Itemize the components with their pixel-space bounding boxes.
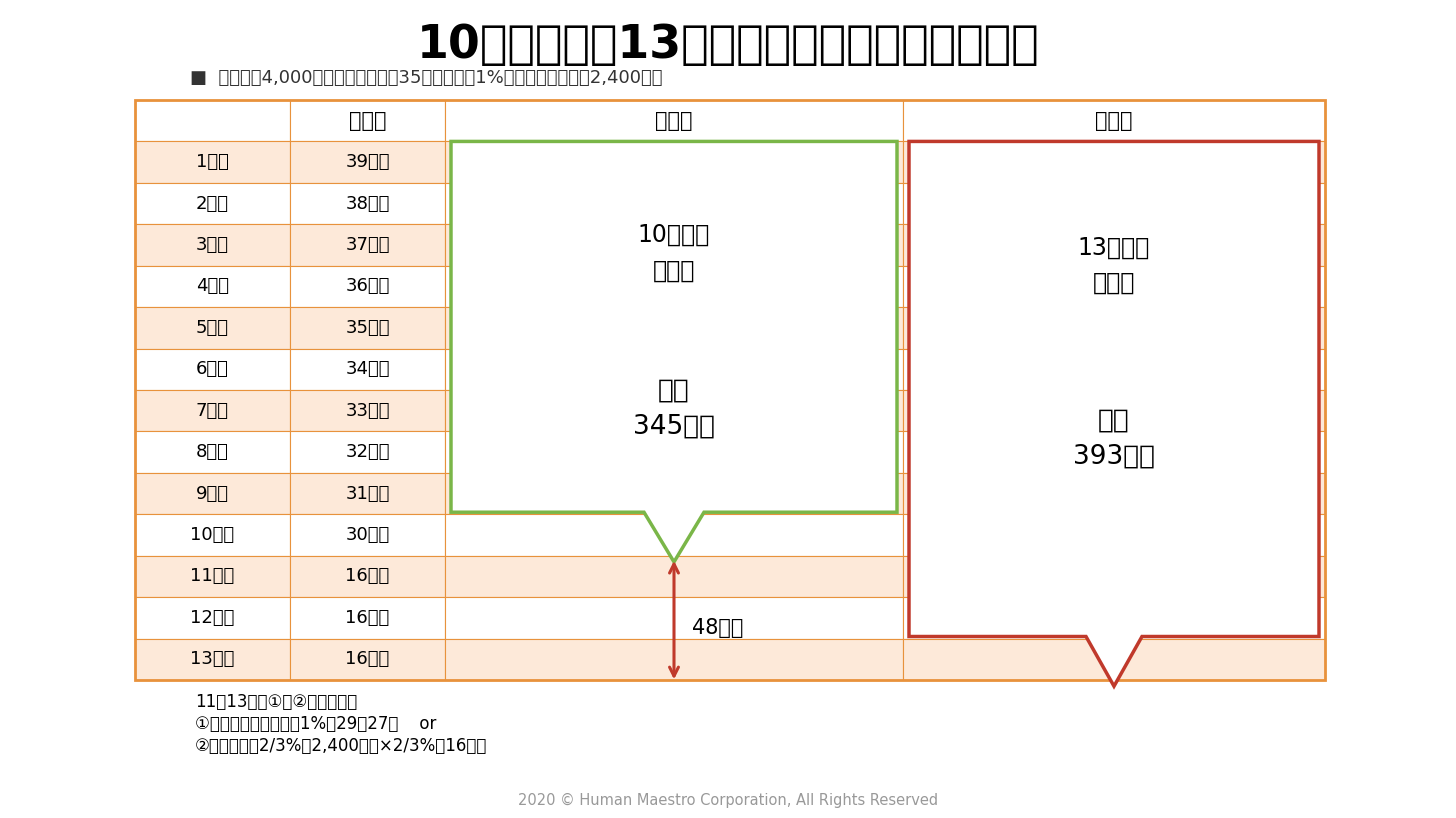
- Bar: [290, 639, 446, 680]
- Bar: [290, 183, 446, 224]
- Bar: [135, 348, 290, 390]
- Text: 7年目: 7年目: [197, 402, 229, 420]
- Text: 増税前: 増税前: [655, 110, 693, 131]
- Bar: [903, 390, 1325, 431]
- Bar: [446, 348, 903, 390]
- Bar: [446, 555, 903, 597]
- Text: 16万円: 16万円: [345, 650, 390, 668]
- Bar: [290, 390, 446, 431]
- Text: 合計
345万円: 合計 345万円: [633, 377, 715, 439]
- Text: 33万円: 33万円: [345, 402, 390, 420]
- Text: 34万円: 34万円: [345, 360, 390, 378]
- Text: ■  借入額：4,000万円、返済期間：35年、金利：1%、建物購入価格：2,400万円: ■ 借入額：4,000万円、返済期間：35年、金利：1%、建物購入価格：2,40…: [189, 69, 662, 87]
- Text: 16万円: 16万円: [345, 609, 390, 627]
- Text: ②建物価格の2/3%：2,400万円×2/3%＝16万円: ②建物価格の2/3%：2,400万円×2/3%＝16万円: [195, 737, 488, 755]
- Bar: [903, 515, 1325, 555]
- Text: 控除額: 控除額: [349, 110, 386, 131]
- Text: 4年目: 4年目: [197, 277, 229, 295]
- Bar: [135, 100, 1325, 680]
- Text: 16万円: 16万円: [345, 568, 390, 586]
- Bar: [290, 555, 446, 597]
- Text: 31万円: 31万円: [345, 484, 390, 502]
- Bar: [135, 142, 290, 183]
- Bar: [446, 390, 903, 431]
- Text: 36万円: 36万円: [345, 277, 390, 295]
- Bar: [135, 639, 290, 680]
- Bar: [903, 307, 1325, 348]
- Text: 37万円: 37万円: [345, 236, 390, 254]
- Text: 増税後: 増税後: [1095, 110, 1133, 131]
- Text: 10年間の
控除額: 10年間の 控除額: [638, 223, 711, 282]
- Bar: [290, 515, 446, 555]
- Bar: [290, 348, 446, 390]
- Bar: [290, 307, 446, 348]
- Bar: [135, 597, 290, 639]
- Bar: [135, 555, 290, 597]
- Text: 1年目: 1年目: [197, 153, 229, 171]
- Text: 35万円: 35万円: [345, 319, 390, 337]
- Text: 10年間または13年間のローン控除の総額は？: 10年間または13年間のローン控除の総額は？: [416, 23, 1040, 68]
- Bar: [290, 473, 446, 515]
- Text: 10年目: 10年目: [191, 526, 234, 544]
- Bar: [446, 597, 903, 639]
- Bar: [446, 224, 903, 266]
- Bar: [135, 431, 290, 473]
- Bar: [446, 515, 903, 555]
- Bar: [446, 100, 903, 142]
- Text: 39万円: 39万円: [345, 153, 390, 171]
- Text: 38万円: 38万円: [345, 195, 390, 213]
- Bar: [903, 142, 1325, 183]
- Bar: [903, 473, 1325, 515]
- Bar: [446, 142, 903, 183]
- Bar: [903, 555, 1325, 597]
- Text: 9年目: 9年目: [197, 484, 229, 502]
- Text: 13年目: 13年目: [191, 650, 234, 668]
- Bar: [446, 183, 903, 224]
- Text: 48万円: 48万円: [692, 618, 744, 638]
- Polygon shape: [909, 142, 1319, 686]
- Polygon shape: [451, 142, 897, 562]
- Bar: [903, 348, 1325, 390]
- Text: 11年目: 11年目: [191, 568, 234, 586]
- Bar: [135, 100, 290, 142]
- Bar: [903, 183, 1325, 224]
- Bar: [135, 515, 290, 555]
- Text: 2年目: 2年目: [197, 195, 229, 213]
- Bar: [903, 266, 1325, 307]
- Bar: [290, 100, 446, 142]
- Text: 6年目: 6年目: [197, 360, 229, 378]
- Bar: [903, 597, 1325, 639]
- Bar: [903, 639, 1325, 680]
- Bar: [290, 224, 446, 266]
- Text: 5年目: 5年目: [197, 319, 229, 337]
- Bar: [446, 639, 903, 680]
- Bar: [135, 224, 290, 266]
- Bar: [290, 266, 446, 307]
- Bar: [446, 473, 903, 515]
- Text: 30万円: 30万円: [345, 526, 390, 544]
- Bar: [903, 431, 1325, 473]
- Bar: [290, 142, 446, 183]
- Bar: [135, 390, 290, 431]
- Bar: [446, 431, 903, 473]
- Text: 3年目: 3年目: [197, 236, 229, 254]
- Text: 13年間の
控除額: 13年間の 控除額: [1077, 236, 1150, 295]
- Bar: [135, 473, 290, 515]
- Bar: [903, 224, 1325, 266]
- Bar: [290, 597, 446, 639]
- Bar: [135, 266, 290, 307]
- Bar: [903, 100, 1325, 142]
- Text: 8年目: 8年目: [197, 443, 229, 461]
- Text: 11～13年目①か②の小さい額: 11～13年目①か②の小さい額: [195, 693, 357, 711]
- Bar: [446, 266, 903, 307]
- Bar: [135, 183, 290, 224]
- Text: ①年末のローン残高の1%：29～27万    or: ①年末のローン残高の1%：29～27万 or: [195, 715, 437, 733]
- Bar: [446, 307, 903, 348]
- Text: 32万円: 32万円: [345, 443, 390, 461]
- Bar: [135, 307, 290, 348]
- Bar: [290, 431, 446, 473]
- Text: 2020 © Human Maestro Corporation, All Rights Reserved: 2020 © Human Maestro Corporation, All Ri…: [518, 793, 938, 807]
- Text: 合計
393万円: 合計 393万円: [1073, 407, 1155, 470]
- Text: 12年目: 12年目: [191, 609, 234, 627]
